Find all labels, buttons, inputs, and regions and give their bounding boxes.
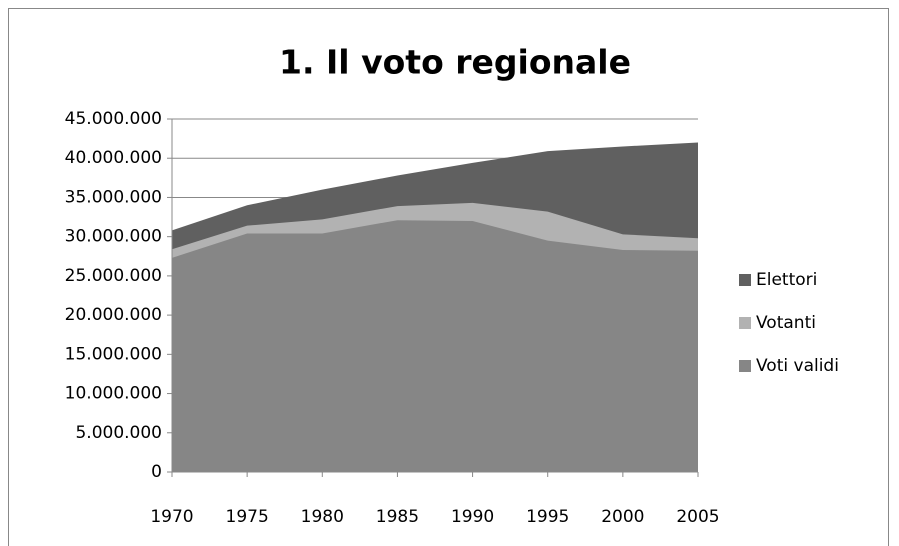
chart-title: 1. Il voto regionale <box>279 43 631 82</box>
legend-swatch <box>739 360 751 372</box>
legend-label: Voti validi <box>756 356 839 376</box>
x-tick-label: 2000 <box>601 507 644 527</box>
y-tick-label: 5.000.000 <box>75 423 162 443</box>
x-tick-label: 2005 <box>676 507 719 527</box>
y-tick-label: 0 <box>151 462 162 482</box>
legend-label: Votanti <box>756 313 816 333</box>
y-tick-label: 45.000.000 <box>65 109 162 129</box>
y-tick-label: 30.000.000 <box>65 227 162 247</box>
legend-swatch <box>739 274 751 286</box>
legend-label: Elettori <box>756 270 817 290</box>
x-tick-label: 1985 <box>376 507 419 527</box>
y-tick-label: 10.000.000 <box>65 384 162 404</box>
y-tick-label: 15.000.000 <box>65 344 162 364</box>
y-tick-label: 25.000.000 <box>65 266 162 286</box>
y-tick-label: 40.000.000 <box>65 148 162 168</box>
area <box>172 220 698 472</box>
x-tick-label: 1980 <box>301 507 344 527</box>
x-tick-label: 1995 <box>526 507 569 527</box>
x-tick-label: 1970 <box>150 507 193 527</box>
x-tick-label: 1990 <box>451 507 494 527</box>
legend-swatch <box>739 317 751 329</box>
y-tick-label: 35.000.000 <box>65 187 162 207</box>
y-tick-label: 20.000.000 <box>65 305 162 325</box>
x-tick-label: 1975 <box>226 507 269 527</box>
